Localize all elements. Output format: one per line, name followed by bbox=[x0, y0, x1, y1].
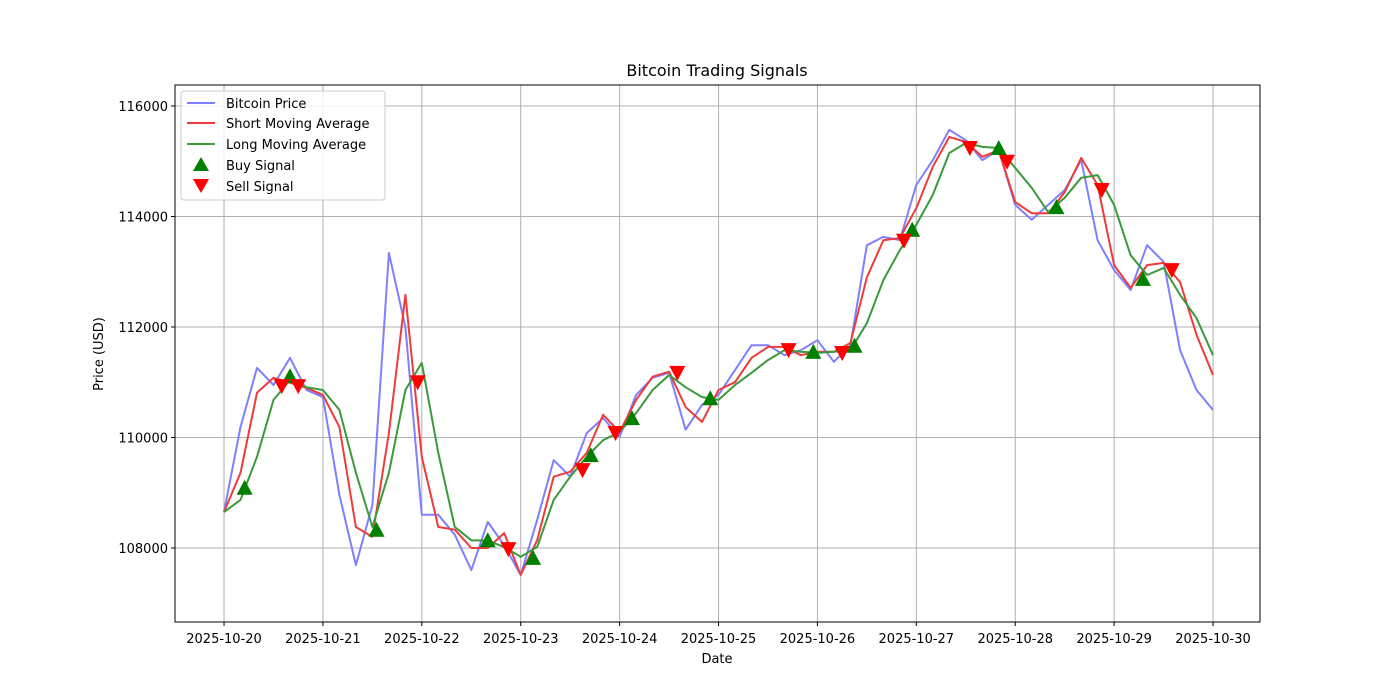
buy-signal-marker bbox=[1048, 199, 1065, 215]
buy-signal-marker bbox=[582, 447, 599, 463]
sell-signal-marker bbox=[273, 379, 290, 395]
sell-signal-marker bbox=[409, 375, 426, 391]
legend-long-ma-label: Long Moving Average bbox=[226, 138, 366, 153]
x-tick-label: 2025-10-26 bbox=[780, 632, 856, 647]
legend-buy-marker bbox=[193, 157, 209, 171]
sell-signal-marker bbox=[895, 233, 912, 249]
legend-short-ma-label: Short Moving Average bbox=[226, 117, 370, 132]
y-axis: 108000 110000 112000 114000 116000 bbox=[118, 100, 175, 557]
x-tick-label: 2025-10-28 bbox=[977, 632, 1053, 647]
y-tick-label: 114000 bbox=[118, 210, 168, 225]
buy-signal-marker bbox=[846, 337, 863, 353]
buy-signal-marker bbox=[623, 410, 640, 426]
sell-signal-marker bbox=[669, 365, 686, 381]
buy-signal-marker bbox=[904, 221, 921, 237]
y-tick-label: 112000 bbox=[118, 321, 168, 336]
buy-signal-marker bbox=[990, 139, 1007, 155]
x-tick-label: 2025-10-24 bbox=[582, 632, 658, 647]
buy-signal-marker bbox=[525, 549, 542, 565]
sell-signal-marker bbox=[961, 140, 978, 156]
long-moving-average-line bbox=[223, 142, 1214, 558]
buy-signal-marker bbox=[702, 390, 719, 406]
legend-buy-label: Buy Signal bbox=[226, 159, 295, 174]
buy-signal-marker bbox=[1134, 270, 1151, 286]
sell-signal-marker bbox=[290, 379, 307, 395]
legend-price-label: Bitcoin Price bbox=[226, 97, 306, 112]
buy-signal-marker bbox=[236, 479, 253, 495]
legend-sell-marker bbox=[193, 179, 209, 193]
x-tick-label: 2025-10-21 bbox=[285, 632, 361, 647]
x-tick-label: 2025-10-23 bbox=[483, 632, 559, 647]
chart-title: Bitcoin Trading Signals bbox=[626, 61, 807, 80]
y-axis-label: Price (USD) bbox=[92, 317, 107, 391]
y-tick-label: 108000 bbox=[118, 542, 168, 557]
sell-signal-marker bbox=[998, 154, 1015, 170]
x-tick-label: 2025-10-27 bbox=[879, 632, 955, 647]
short-moving-average-line bbox=[223, 135, 1214, 576]
x-tick-label: 2025-10-30 bbox=[1175, 632, 1251, 647]
sell-signal-marker bbox=[780, 343, 797, 359]
buy-signal-marker bbox=[805, 343, 822, 359]
x-tick-label: 2025-10-20 bbox=[186, 632, 262, 647]
legend-box bbox=[180, 90, 386, 201]
legend: Bitcoin Price Short Moving Average Long … bbox=[180, 90, 386, 201]
x-tick-label: 2025-10-25 bbox=[681, 632, 757, 647]
sell-signal-marker bbox=[1093, 182, 1110, 198]
grid bbox=[175, 85, 1260, 622]
sell-signal-marker bbox=[500, 542, 517, 558]
sell-signal-marker bbox=[607, 426, 624, 442]
price-line bbox=[223, 128, 1214, 576]
sell-signal-marker bbox=[1163, 263, 1180, 279]
plot-area bbox=[223, 128, 1214, 576]
y-tick-label: 116000 bbox=[118, 100, 168, 115]
sell-signal-marker bbox=[834, 345, 851, 361]
x-axis-label: Date bbox=[701, 652, 732, 667]
x-tick-label: 2025-10-22 bbox=[384, 632, 460, 647]
x-tick-label: 2025-10-29 bbox=[1076, 632, 1152, 647]
x-axis: 2025-10-20 2025-10-21 2025-10-22 2025-10-23… bbox=[186, 622, 1251, 647]
sell-signal-marker bbox=[574, 463, 591, 479]
y-tick-label: 110000 bbox=[118, 431, 168, 446]
legend-sell-label: Sell Signal bbox=[226, 180, 294, 195]
buy-signal-marker bbox=[479, 532, 496, 548]
buy-signal-marker bbox=[368, 521, 385, 537]
axes-frame bbox=[174, 84, 1261, 623]
